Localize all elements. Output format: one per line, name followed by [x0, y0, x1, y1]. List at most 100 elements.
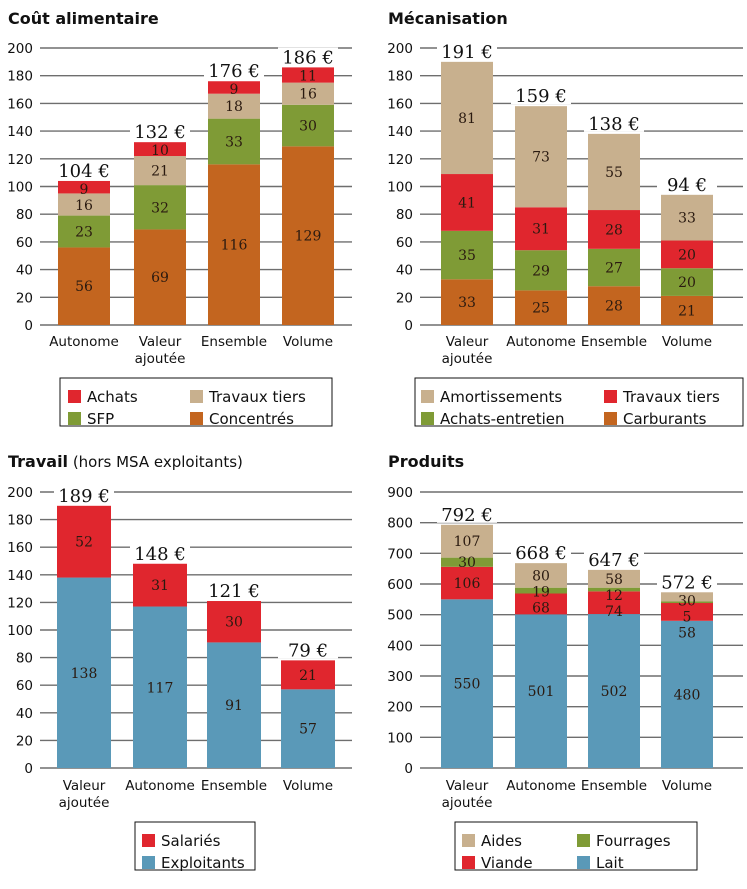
legend-label: Travaux tiers — [622, 388, 720, 406]
bar-segment — [661, 268, 713, 296]
bar-segment — [661, 592, 713, 602]
y-tick-label: 80 — [16, 651, 33, 667]
y-tick-label: 900 — [387, 485, 413, 501]
bar-segment — [208, 118, 260, 165]
segment-label: 30 — [225, 615, 243, 631]
bar-segment — [441, 557, 493, 567]
segment-label: 18 — [225, 99, 243, 115]
category-label: Autonome — [506, 334, 576, 350]
segment-label: 21 — [678, 303, 696, 319]
bar-segment — [588, 587, 640, 592]
bar-segment — [58, 247, 110, 325]
legend: Amortissements Travaux tiers Achats-entret… — [414, 377, 744, 428]
legend-label: Aides — [481, 832, 522, 850]
total-label: 191 € — [441, 42, 493, 63]
legend-label: Lait — [596, 854, 624, 872]
y-tick-label: 140 — [387, 124, 413, 140]
segment-label: 11 — [299, 68, 317, 84]
category-label: Valeur — [63, 778, 106, 794]
bar-segment — [134, 142, 186, 157]
segment-label: 117 — [147, 680, 174, 696]
chart-1: Coût alimentaire 0 20 40 60 80 100 120 140 160 180… — [7, 9, 352, 428]
segment-label: 30 — [458, 555, 476, 571]
bar-segment — [133, 563, 187, 607]
legend-label: Fourrages — [596, 832, 671, 850]
total-label-bg — [130, 122, 190, 141]
bar-segment — [208, 164, 260, 325]
segment-label: 31 — [151, 578, 169, 594]
segment-label: 20 — [678, 275, 696, 291]
chart-title: Coût alimentaire — [8, 9, 159, 28]
bar-segment — [588, 133, 640, 211]
y-tick-label: 600 — [387, 577, 413, 593]
segment-label: 33 — [458, 295, 476, 311]
y-tick-label: 60 — [396, 235, 413, 251]
y-tick-label: 20 — [396, 290, 413, 306]
segment-label: 28 — [605, 299, 623, 315]
legend-swatch — [190, 412, 203, 425]
bar-segment — [515, 593, 567, 615]
chart-subtitle: (hors MSA exploitants) — [68, 453, 243, 471]
bar-segment — [661, 240, 713, 269]
total-label-bg — [204, 61, 264, 80]
bar-segment — [588, 286, 640, 325]
segment-label: 10 — [151, 143, 169, 159]
y-tick-label: 40 — [16, 706, 33, 722]
y-tick-label: 80 — [396, 207, 413, 223]
segment-label: 116 — [221, 238, 248, 254]
segment-label: 129 — [295, 229, 322, 245]
segment-label: 5 — [683, 609, 692, 625]
bar-segment — [588, 210, 640, 249]
y-tick-label: 20 — [16, 290, 33, 306]
category-label: Valeur — [446, 334, 489, 350]
chart-2: Mécanisation 0 20 40 60 80 100 120 140 160 180 200 3… — [387, 9, 744, 428]
y-tick-label: 100 — [387, 180, 413, 196]
category-label: Ensemble — [201, 778, 267, 794]
total-label-bg — [437, 504, 497, 523]
segment-label: 9 — [80, 182, 89, 198]
y-tick-label: 0 — [404, 318, 413, 334]
legend-label: Viande — [481, 854, 533, 872]
category-label: Ensemble — [581, 778, 647, 794]
legend-swatch — [421, 390, 434, 403]
bar-segment — [441, 61, 493, 175]
category-label: Autonome — [125, 778, 195, 794]
bar-segment — [57, 577, 111, 768]
total-label: 104 € — [58, 161, 110, 182]
bar-segment — [515, 587, 567, 594]
total-label: 138 € — [588, 114, 640, 135]
y-tick-label: 100 — [7, 623, 33, 639]
bar-segment — [281, 689, 335, 768]
y-tick-label: 300 — [387, 669, 413, 685]
y-tick-label: 180 — [7, 69, 33, 85]
total-label-bg — [278, 640, 338, 659]
total-label-bg — [278, 47, 338, 66]
category-label: Volume — [283, 334, 333, 350]
total-label: 159 € — [515, 86, 567, 107]
category-label: Valeur — [446, 778, 489, 794]
legend-swatch — [462, 856, 475, 869]
bar-segment — [441, 524, 493, 558]
bar-segment — [58, 193, 110, 216]
segment-label: 32 — [151, 200, 169, 216]
y-tick-label: 160 — [7, 96, 33, 112]
segment-label: 550 — [454, 677, 481, 693]
legend-label: Travaux tiers — [208, 388, 306, 406]
y-tick-label: 120 — [7, 152, 33, 168]
legend-swatch — [142, 856, 155, 869]
category-label: Autonome — [506, 778, 576, 794]
category-label: ajoutée — [59, 795, 110, 811]
total-label: 792 € — [441, 505, 493, 526]
segment-label: 35 — [458, 248, 476, 264]
total-label: 572 € — [661, 572, 713, 593]
bar-segment — [441, 566, 493, 600]
legend: Aides Fourrages Viande Lait — [454, 821, 698, 872]
bar-segment — [207, 642, 261, 768]
category-label: Volume — [283, 778, 333, 794]
total-label: 132 € — [134, 122, 186, 143]
legend-box — [414, 377, 744, 427]
y-tick-label: 160 — [7, 540, 33, 556]
bar-segment — [281, 660, 335, 690]
segment-label: 31 — [532, 222, 550, 238]
bar-segment — [134, 185, 186, 230]
